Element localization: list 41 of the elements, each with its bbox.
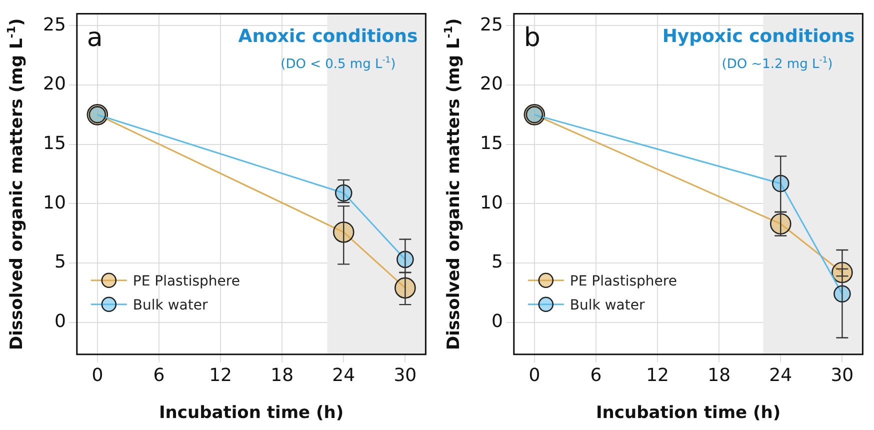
y-tick-label: 15 <box>43 133 66 154</box>
y-tick-label: 25 <box>43 14 66 36</box>
y-tick-label: 20 <box>480 74 503 95</box>
y-tick-label: 5 <box>491 252 503 273</box>
annotation: a <box>86 22 103 53</box>
legend-label: Bulk water <box>132 297 208 314</box>
y-tick-label: 20 <box>43 74 66 95</box>
x-tick-label: 12 <box>209 364 232 386</box>
y-axis-title: Dissolved organic matters (mg L-1) <box>442 18 464 350</box>
text: Hypoxic conditions <box>662 26 855 47</box>
x-tick-label: 12 <box>646 364 669 386</box>
legend-label: PE Plastisphere <box>570 273 677 290</box>
point <box>772 174 790 192</box>
legend-label: PE Plastisphere <box>132 273 240 290</box>
x-tick-label: 18 <box>708 364 731 386</box>
x-axis-title: Incubation time (h) <box>158 403 344 423</box>
x-tick-label: 24 <box>769 364 792 386</box>
y-axis-title: Dissolved organic matters (mg L-1) <box>5 18 27 350</box>
y-tick-label: 15 <box>480 133 503 154</box>
y-tick-label: 25 <box>480 14 503 36</box>
x-axis-title: Incubation time (h) <box>596 403 781 423</box>
x-tick-label: 18 <box>270 364 294 386</box>
y-tick-label: 10 <box>480 192 503 214</box>
x-tick-label: 6 <box>590 364 602 386</box>
y-tick-label: 10 <box>43 192 66 214</box>
x-tick-label: 0 <box>92 364 104 386</box>
y-tick-label: 0 <box>54 311 66 332</box>
x-tick-label: 0 <box>528 364 540 386</box>
y-tick-label: 5 <box>54 252 66 273</box>
point <box>770 213 792 235</box>
x-tick-label: 24 <box>332 364 356 386</box>
legend-label: Bulk water <box>570 297 645 314</box>
y-tick-label: 0 <box>491 311 503 332</box>
point <box>334 184 352 202</box>
x-tick-label: 30 <box>830 364 854 386</box>
point <box>394 277 416 299</box>
x-tick-label: 6 <box>153 364 165 386</box>
annotation: b <box>524 22 540 53</box>
point <box>332 222 354 243</box>
x-tick-label: 30 <box>394 364 417 386</box>
text: Anoxic conditions <box>238 26 418 47</box>
